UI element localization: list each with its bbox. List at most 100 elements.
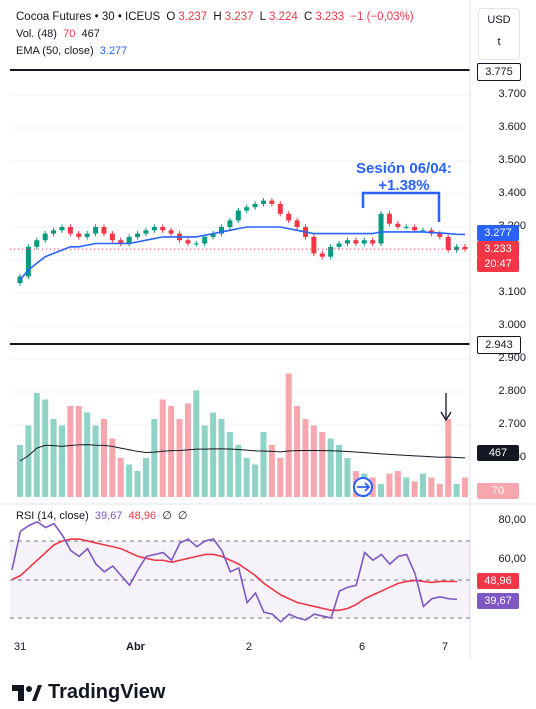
ema-line[interactable] bbox=[19, 226, 466, 281]
candle-body bbox=[454, 246, 460, 251]
change-value: −1 (−0,03%) bbox=[350, 11, 414, 23]
volume-bar bbox=[201, 425, 208, 497]
volume-bar bbox=[411, 481, 418, 497]
price-tick: 3.600 bbox=[498, 121, 526, 133]
rsi-ma-tag: 48,96 bbox=[477, 573, 519, 589]
time-tick: 7 bbox=[442, 641, 449, 653]
volume-bar bbox=[176, 419, 183, 497]
volume-bar bbox=[159, 399, 166, 497]
price-tag-top-line[interactable]: 3.775 bbox=[477, 63, 521, 81]
volume-ma-line bbox=[19, 444, 466, 462]
candle-body bbox=[260, 200, 266, 204]
volume-bar bbox=[285, 373, 292, 497]
volume-bar bbox=[84, 412, 91, 497]
volume-legend[interactable]: Vol. (48) 70 467 bbox=[16, 28, 100, 40]
candle-body bbox=[403, 227, 409, 228]
candle-body bbox=[370, 240, 376, 244]
legend-header: Cocoa Futures • 30 • ICEUS O 3.237 H 3.237… bbox=[16, 11, 414, 23]
annotation-bracket[interactable] bbox=[361, 191, 441, 222]
volume-bar bbox=[142, 458, 149, 497]
candle-body bbox=[193, 243, 199, 245]
volume-bar bbox=[428, 477, 435, 497]
candle-body bbox=[353, 240, 359, 244]
volume-bar bbox=[25, 425, 32, 497]
volume-bar bbox=[134, 471, 141, 497]
currency-selector[interactable]: USD t bbox=[478, 8, 520, 60]
price-tick: 3.400 bbox=[498, 187, 526, 199]
candle-body bbox=[25, 246, 31, 277]
price-tick: 2.700 bbox=[498, 418, 526, 430]
candle-body bbox=[76, 233, 82, 237]
candle-body bbox=[135, 233, 141, 237]
time-tick: 2 bbox=[246, 641, 253, 653]
volume-ma-tag: 467 bbox=[477, 445, 519, 461]
candle-body bbox=[118, 240, 124, 244]
candle-body bbox=[51, 230, 57, 234]
volume-bar bbox=[243, 458, 250, 497]
candle-body bbox=[319, 253, 325, 257]
volume-bar bbox=[92, 425, 99, 497]
volume-bar bbox=[17, 445, 23, 497]
candle-body bbox=[126, 236, 132, 244]
volume-bar bbox=[218, 419, 225, 497]
candle-body bbox=[202, 236, 208, 244]
low-value: 3.224 bbox=[269, 11, 298, 23]
candle-body bbox=[67, 227, 73, 234]
volume-bar bbox=[117, 458, 124, 497]
candle-body bbox=[269, 200, 275, 204]
candle-body bbox=[143, 230, 149, 234]
volume-bar bbox=[260, 432, 267, 497]
volume-bar bbox=[302, 419, 309, 497]
volume-bar bbox=[58, 425, 65, 497]
volume-bar bbox=[277, 458, 284, 497]
candle-body bbox=[168, 230, 174, 234]
candle-body bbox=[34, 240, 40, 247]
volume-bar bbox=[50, 419, 57, 497]
candle-body bbox=[437, 233, 443, 237]
time-tick: Abr bbox=[126, 641, 145, 653]
candle-body bbox=[151, 227, 157, 231]
volume-bar bbox=[151, 419, 158, 497]
candle-body bbox=[235, 210, 241, 221]
price-tick: 2.900 bbox=[498, 352, 526, 364]
price-tag-last: 3.233 bbox=[477, 241, 519, 257]
price-tag-bottom-line[interactable]: 2.943 bbox=[477, 336, 521, 354]
rsi-line bbox=[11, 520, 458, 623]
price-tick: 3.700 bbox=[498, 88, 526, 100]
volume-bar bbox=[445, 419, 452, 497]
volume-bar bbox=[420, 473, 427, 497]
rsi-legend[interactable]: RSI (14, close) 39,67 48,96 ∅ ∅ bbox=[16, 510, 188, 522]
symbol-title[interactable]: Cocoa Futures • 30 • ICEUS bbox=[16, 11, 161, 23]
open-value: 3.237 bbox=[178, 11, 208, 23]
candle-body bbox=[462, 246, 468, 250]
rsi-ma-line bbox=[11, 538, 458, 612]
candle-body bbox=[252, 203, 258, 208]
session-annotation[interactable]: Sesión 06/04: +1.38% bbox=[356, 160, 452, 194]
rsi-tag: 39,67 bbox=[477, 593, 519, 609]
volume-bar bbox=[168, 406, 175, 497]
volume-bar bbox=[226, 432, 233, 497]
volume-bar bbox=[436, 484, 443, 497]
high-value: 3.237 bbox=[224, 11, 254, 23]
candle-body bbox=[344, 240, 350, 244]
volume-bar bbox=[310, 425, 317, 497]
volume-bar bbox=[294, 406, 301, 497]
volume-bar bbox=[126, 464, 133, 497]
close-value: 3.233 bbox=[315, 11, 345, 23]
candle-body bbox=[286, 213, 292, 221]
tradingview-icon bbox=[12, 684, 42, 701]
volume-bar bbox=[210, 412, 217, 497]
candle-body bbox=[336, 243, 342, 247]
volume-tag: 70 bbox=[477, 483, 519, 499]
candle-body bbox=[412, 227, 418, 231]
candle-body bbox=[328, 246, 334, 257]
volume-bar bbox=[344, 458, 351, 497]
tradingview-logo[interactable]: TradingView bbox=[12, 681, 165, 704]
candle-body bbox=[244, 207, 250, 211]
candle-body bbox=[227, 220, 233, 227]
time-tick: 6 bbox=[359, 641, 366, 653]
volume-bar bbox=[193, 390, 200, 497]
price-tick: 3.500 bbox=[498, 154, 526, 166]
ema-legend[interactable]: EMA (50, close) 3.277 bbox=[16, 45, 128, 57]
